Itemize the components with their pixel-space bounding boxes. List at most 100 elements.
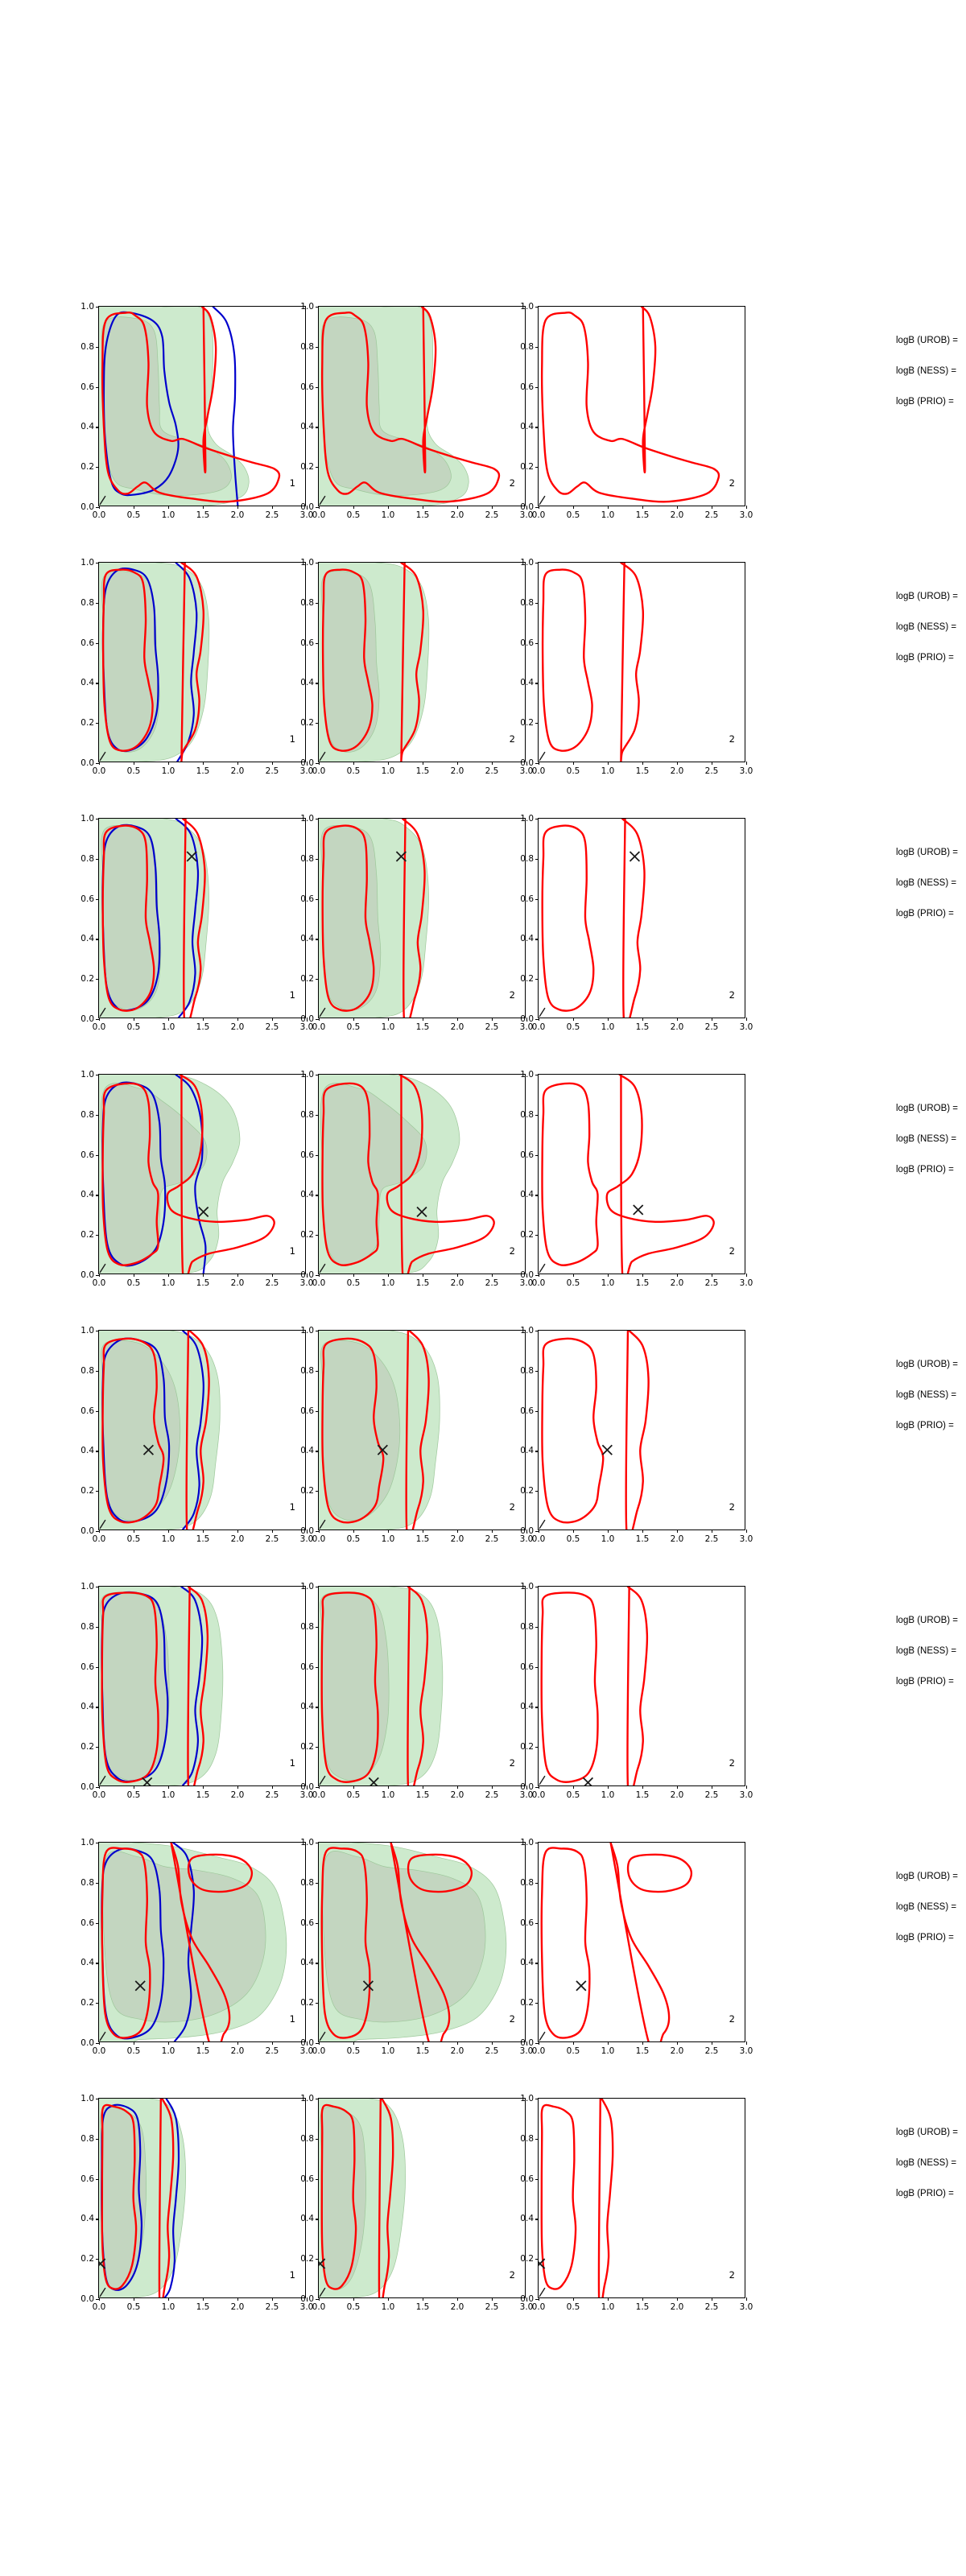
x-axis-tick-label: 2.5	[265, 2046, 279, 2056]
x-axis-tick	[168, 1018, 170, 1021]
x-axis-tick-label: 2.5	[704, 510, 719, 520]
y-axis-tick-label: 0.0	[80, 1269, 94, 1280]
y-axis-tick-label: 0.0	[520, 2293, 534, 2304]
x-axis-tick	[457, 1785, 459, 1789]
y-axis-tick	[535, 563, 539, 564]
x-axis-tick-label: 0.5	[566, 1278, 580, 1288]
y-axis-tick	[535, 1235, 539, 1236]
y-axis-tick-label: 0.0	[520, 502, 534, 512]
contour-line-red	[101, 568, 154, 752]
y-axis-tick	[316, 1666, 319, 1668]
x-axis-tick	[388, 2041, 390, 2045]
x-axis-tick	[492, 1530, 493, 1533]
x-axis-tick-label: 0.0	[92, 2302, 106, 2312]
panel-row: 0.0 0.2 0.4 0.6 0.8 1.0 0.0 0.5 1.0 1.5 2.0 2.5 3.0 1…	[0, 1327, 966, 1586]
contour-line-red	[541, 824, 595, 1012]
y-axis-tick	[316, 1747, 319, 1748]
origin-tick-icon	[539, 1775, 546, 1785]
plot-axes: 0.0 0.2 0.4 0.6 0.8 1.0 0.0 0.5 1.0 1.5 2.0 2.5 3.0 1	[80, 2095, 313, 2311]
y-axis-tick-label: 0.6	[520, 1918, 534, 1928]
x-axis-tick-label: 2.0	[670, 510, 684, 520]
contour-line-red	[101, 1847, 151, 2039]
x-axis-tick-label: 2.5	[485, 1278, 499, 1288]
contour-line-red	[187, 1587, 209, 1785]
bayes-factor-label: logB (UROB) =	[896, 1104, 959, 1113]
y-axis-tick	[316, 2259, 319, 2260]
x-axis-tick-label: 2.5	[485, 2046, 499, 2056]
x-axis-tick-label: 2.0	[670, 766, 684, 776]
x-axis-tick	[388, 1018, 390, 1021]
y-axis-tick-label: 1.0	[300, 1581, 314, 1591]
bayes-factor-label: logB (NESS) =	[896, 1902, 957, 1912]
panel-row: 0.0 0.2 0.4 0.6 0.8 1.0 0.0 0.5 1.0 1.5 2.0 2.5 3.0 1…	[0, 1071, 966, 1330]
x-axis-tick	[99, 2041, 101, 2045]
x-axis-tick-label: 2.0	[230, 1534, 245, 1544]
y-axis-tick-label: 1.0	[80, 301, 94, 312]
y-axis-tick	[535, 1410, 539, 1412]
x-axis-tick-label: 2.0	[450, 1278, 464, 1288]
y-axis-tick-label: 0.6	[300, 894, 314, 904]
y-axis-tick	[96, 386, 99, 388]
x-axis-tick-label: 1.5	[415, 1790, 430, 1800]
plot-axes: 0.0 0.2 0.4 0.6 0.8 1.0 0.0 0.5 1.0 1.5 2.0 2.5 3.0 2	[300, 2095, 533, 2311]
x-axis-tick-label: 1.5	[415, 510, 430, 520]
y-axis-tick-label: 0.6	[520, 894, 534, 904]
x-axis-tick-label: 0.5	[346, 1022, 361, 1032]
x-axis-tick-label: 1.0	[381, 766, 395, 776]
x-axis-tick-label: 2.0	[670, 1022, 684, 1032]
y-axis-tick-label: 0.2	[520, 1741, 534, 1752]
contour-panel: 0.0 0.2 0.4 0.6 0.8 1.0 0.0 0.5 1.0 1.5 2.0 2.5 3.0 1	[80, 1071, 313, 1287]
panel-corner-note: 2	[729, 1245, 735, 1257]
contour-line-blue	[175, 563, 198, 762]
x-axis-tick-label: 1.5	[415, 2046, 430, 2056]
y-axis-tick	[96, 2259, 99, 2260]
plot-axes: 0.0 0.2 0.4 0.6 0.8 1.0 0.0 0.5 1.0 1.5 2.0 2.5 3.0 2	[300, 1583, 533, 1799]
contour-panel: 0.0 0.2 0.4 0.6 0.8 1.0 0.0 0.5 1.0 1.5 2.0 2.5 3.0 2	[300, 2095, 533, 2311]
origin-tick-icon	[539, 2287, 546, 2297]
plot-axes: 0.0 0.2 0.4 0.6 0.8 1.0 0.0 0.5 1.0 1.5 2.0 2.5 3.0 2	[300, 1839, 533, 2055]
y-axis-tick-label: 0.4	[300, 422, 314, 432]
origin-tick-icon	[99, 2031, 106, 2041]
x-axis-tick-label: 2.0	[230, 1278, 245, 1288]
x-axis-tick	[677, 1785, 679, 1789]
x-axis-tick-label: 1.0	[601, 510, 615, 520]
x-axis-tick	[99, 1530, 101, 1533]
contour-line-blue	[212, 307, 239, 506]
y-axis-tick-label: 0.4	[300, 1702, 314, 1712]
panel-corner-note: 1	[289, 2268, 295, 2281]
x-axis-tick	[457, 2041, 459, 2045]
contour-plot-svg	[99, 563, 210, 762]
x-axis-tick	[573, 506, 575, 509]
contour-line-red	[401, 819, 426, 1018]
y-axis-tick-label: 0.8	[300, 341, 314, 352]
kde-region-inner	[101, 825, 162, 1011]
y-axis-tick-label: 0.6	[300, 1662, 314, 1672]
truth-marker-x-icon	[395, 851, 407, 862]
x-axis-tick-label: 2.0	[670, 1790, 684, 1800]
y-axis-tick-label: 0.4	[520, 1446, 534, 1456]
y-axis-tick	[316, 2138, 319, 2140]
x-axis-tick-label: 1.0	[601, 1022, 615, 1032]
y-axis-tick	[316, 979, 319, 980]
y-axis-tick-label: 1.0	[300, 1837, 314, 1847]
y-axis-tick-label: 0.2	[300, 1997, 314, 2008]
x-axis-tick	[677, 762, 679, 765]
x-axis-tick-label: 2.0	[670, 2302, 684, 2312]
x-axis-tick-label: 1.0	[161, 1534, 175, 1544]
x-axis-tick-label: 1.0	[381, 1790, 395, 1800]
truth-marker-x-icon	[582, 1777, 594, 1785]
x-axis-tick-label: 3.0	[299, 510, 314, 520]
x-axis-tick-label: 1.5	[415, 1022, 430, 1032]
origin-tick-icon	[319, 1263, 326, 1274]
y-axis-tick-label: 0.6	[80, 894, 94, 904]
y-axis-tick	[316, 1154, 319, 1156]
x-axis-tick	[492, 1274, 493, 1277]
contour-line-red	[170, 1843, 231, 2041]
y-axis-tick-label: 0.2	[80, 1229, 94, 1240]
x-axis-tick-label: 1.5	[196, 2302, 210, 2312]
truth-marker-x-icon	[539, 2258, 546, 2269]
x-axis-tick-label: 1.5	[415, 766, 430, 776]
panel-corner-note: 1	[289, 989, 295, 1001]
x-axis-tick-label: 0.5	[346, 1534, 361, 1544]
x-axis-tick	[492, 1785, 493, 1789]
